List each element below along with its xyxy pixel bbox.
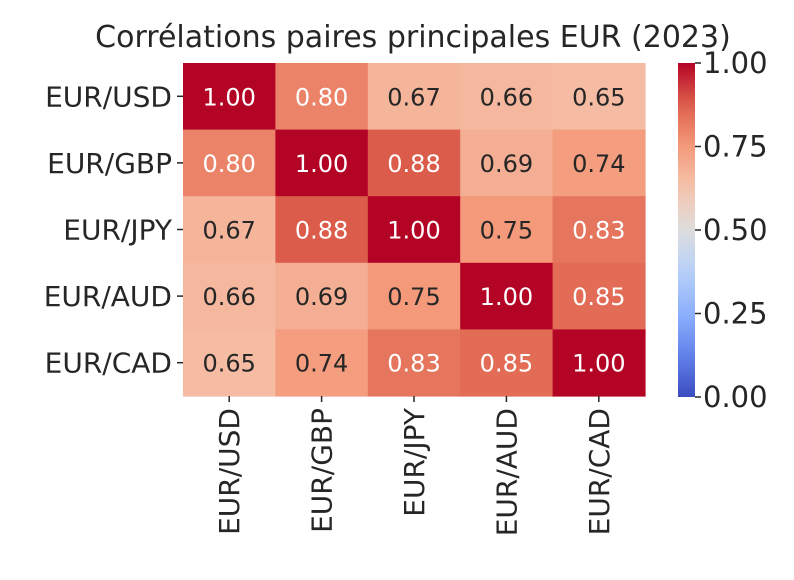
- heatmap-cell-1-0: [183, 129, 276, 197]
- heatmap-cell-label-2-1: 0.88: [295, 217, 348, 245]
- x-tick-label-1: EUR/GBP: [306, 408, 339, 533]
- y-tick-label-1: EUR/GBP: [47, 147, 172, 180]
- heatmap-cell-0-0: [183, 63, 276, 131]
- heatmap-cell-2-4: [552, 196, 646, 264]
- heatmap-cell-2-2: [367, 196, 461, 264]
- heatmap-cell-label-2-3: 0.75: [480, 217, 533, 245]
- heatmap-cell-label-4-0: 0.65: [202, 350, 255, 378]
- y-tick-label-2: EUR/JPY: [63, 214, 173, 247]
- heatmap-cell-3-4: [552, 262, 646, 330]
- heatmap-cell-0-3: [460, 63, 554, 131]
- heatmap-cell-0-4: [552, 63, 646, 131]
- heatmap-cell-label-3-2: 0.75: [387, 283, 440, 311]
- y-tick-label-0: EUR/USD: [45, 80, 172, 113]
- chart-title: Corrélations paires principales EUR (202…: [95, 20, 731, 55]
- heatmap-cell-4-3: [460, 329, 554, 397]
- heatmap-cell-label-4-4: 1.00: [572, 350, 625, 378]
- colorbar-tick-label-1: 0.25: [703, 297, 768, 331]
- y-axis: EUR/USD EUR/GBP EUR/JPY EUR/AUD EUR/CAD: [44, 80, 183, 380]
- colorbar-tick-label-2: 0.50: [703, 213, 768, 247]
- heatmap-cell-label-0-0: 1.00: [202, 83, 255, 111]
- heatmap-cell-label-1-4: 0.74: [572, 150, 625, 178]
- heatmap-cell-3-0: [183, 262, 276, 330]
- heatmap-cell-label-2-4: 0.83: [572, 217, 625, 245]
- heatmap-cell-1-3: [460, 129, 554, 197]
- heatmap-cell-1-1: [275, 129, 369, 197]
- heatmap-cell-4-0: [183, 329, 276, 397]
- heatmap-cell-label-1-0: 0.80: [202, 150, 255, 178]
- heatmap-cell-label-0-3: 0.66: [480, 83, 533, 111]
- heatmap-cell-4-1: [275, 329, 369, 397]
- heatmap-cell-label-1-2: 0.88: [387, 150, 440, 178]
- heatmap-cell-label-0-4: 0.65: [572, 83, 625, 111]
- heatmap-cell-1-2: [367, 129, 461, 197]
- heatmap-cell-label-0-2: 0.67: [387, 83, 440, 111]
- heatmap-cell-4-2: [367, 329, 461, 397]
- x-tick-label-0: EUR/USD: [213, 408, 246, 535]
- colorbar-tick-label-3: 0.75: [703, 130, 768, 164]
- heatmap-cell-3-1: [275, 262, 369, 330]
- heatmap-cell-2-3: [460, 196, 554, 264]
- heatmap-cells: [183, 63, 646, 397]
- y-tick-label-3: EUR/AUD: [44, 280, 172, 313]
- heatmap-cell-label-3-1: 0.69: [295, 283, 348, 311]
- heatmap-cell-label-1-1: 1.00: [295, 150, 348, 178]
- heatmap-cell-3-3: [460, 262, 554, 330]
- heatmap-cell-label-4-3: 0.85: [480, 350, 533, 378]
- colorbar-tick-label-4: 1.00: [703, 46, 768, 80]
- heatmap-cell-2-1: [275, 196, 369, 264]
- heatmap-cell-0-1: [275, 63, 369, 131]
- heatmap-cell-label-3-3: 1.00: [480, 283, 533, 311]
- colorbar-tick-label-0: 0.00: [703, 380, 768, 414]
- x-tick-label-2: EUR/JPY: [398, 407, 431, 517]
- colorbar-gradient: [678, 63, 695, 397]
- x-axis: EUR/USD EUR/GBP EUR/JPY EUR/AUD EUR/CAD: [213, 396, 616, 536]
- heatmap-cell-label-2-2: 1.00: [387, 217, 440, 245]
- x-tick-label-3: EUR/AUD: [490, 408, 523, 536]
- heatmap-cell-3-2: [367, 262, 461, 330]
- heatmap-cell-labels: 1.00 0.80 0.67 0.66 0.65 0.80 1.00 0.88 0.69 0.74…: [202, 83, 625, 377]
- y-tick-label-4: EUR/CAD: [45, 347, 172, 380]
- colorbar: 0.00 0.25 0.50 0.75 1.00: [678, 46, 768, 414]
- heatmap-cell-label-3-0: 0.66: [202, 283, 255, 311]
- heatmap-cell-label-0-1: 0.80: [295, 83, 348, 111]
- heatmap-cell-label-3-4: 0.85: [572, 283, 625, 311]
- x-tick-label-4: EUR/CAD: [583, 408, 616, 535]
- heatmap-cell-label-4-1: 0.74: [295, 350, 348, 378]
- heatmap-cell-label-2-0: 0.67: [202, 217, 255, 245]
- heatmap-cell-0-2: [367, 63, 461, 131]
- heatmap-cell-label-4-2: 0.83: [387, 350, 440, 378]
- heatmap-cell-1-4: [552, 129, 646, 197]
- heatmap-cell-2-0: [183, 196, 276, 264]
- heatmap-cell-4-4: [552, 329, 646, 397]
- heatmap-cell-label-1-3: 0.69: [480, 150, 533, 178]
- colorbar-ticks: 0.00 0.25 0.50 0.75 1.00: [695, 46, 768, 414]
